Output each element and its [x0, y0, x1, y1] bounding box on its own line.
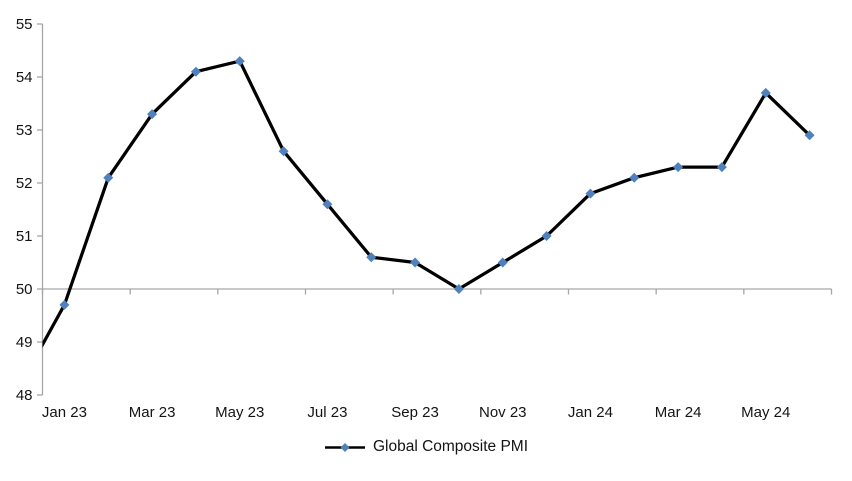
data-point-marker-apr-23: [190, 66, 201, 77]
x-axis-tick-label: Sep 23: [391, 404, 439, 421]
y-axis-tick-label: 54: [16, 69, 33, 86]
data-point-marker-aug-23: [366, 252, 377, 263]
data-point-marker-nov-23: [497, 257, 508, 268]
x-axis-tick-label: May 23: [215, 404, 264, 421]
data-point-marker-feb-23: [103, 172, 114, 183]
data-point-marker-mar-23: [147, 109, 158, 120]
data-point-marker-oct-23: [453, 284, 464, 294]
y-axis-tick-label: 52: [16, 175, 33, 192]
x-axis-tick-label: Jul 23: [307, 404, 347, 421]
data-point-marker-jul-23: [322, 199, 333, 210]
data-point-marker-dec-23: [541, 231, 552, 241]
y-axis-tick-label: 51: [16, 228, 33, 245]
pmi-line: [42, 59, 812, 349]
data-point-marker-may-23: [234, 56, 245, 67]
data-point-marker-jan-24: [585, 188, 596, 199]
x-axis-tick-label: Nov 23: [479, 404, 527, 421]
x-axis-tick-label: Mar 24: [655, 404, 702, 421]
data-point-marker-jun-24: [804, 130, 815, 141]
legend-diamond-icon: [340, 442, 350, 452]
legend-line-marker-sample: [324, 442, 365, 452]
data-point-marker-mar-24: [673, 162, 684, 173]
y-axis-tick-label: 49: [16, 334, 33, 351]
data-point-marker-jan-23: [59, 299, 70, 310]
data-point-marker-sep-23: [410, 257, 421, 268]
x-axis-tick-label: Jan 23: [42, 404, 87, 421]
x-axis-tick-label: Jan 24: [568, 404, 613, 421]
x-axis-tick-label: May 24: [741, 404, 790, 421]
data-point-marker-jun-23: [278, 146, 289, 157]
data-point-marker-apr-24: [716, 162, 727, 173]
y-axis-tick-label: 53: [16, 122, 33, 139]
y-axis-tick-label: 55: [16, 16, 33, 33]
y-axis-tick-label: 48: [16, 387, 33, 404]
x-axis-tick-label: Mar 23: [129, 404, 176, 421]
chart-plot-area: 55 54 53 52 51 50 49 48 Jan 23 Mar 23 May 23 Jul 23…: [16, 16, 833, 421]
data-point-marker-feb-24: [629, 172, 640, 183]
data-point-marker-may-24: [760, 87, 771, 98]
y-axis-tick-label: 50: [16, 281, 33, 298]
legend-label: Global Composite PMI: [372, 438, 529, 455]
chart-legend: Global Composite PMI: [0, 438, 852, 456]
